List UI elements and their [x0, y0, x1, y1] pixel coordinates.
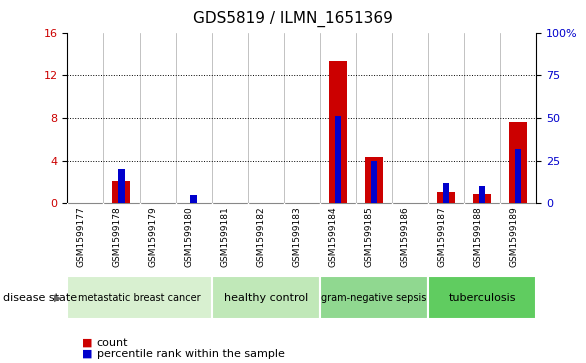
Text: GSM1599187: GSM1599187	[437, 206, 446, 267]
Text: GDS5819 / ILMN_1651369: GDS5819 / ILMN_1651369	[193, 11, 393, 27]
Bar	[473, 194, 491, 203]
Text: GSM1599188: GSM1599188	[473, 206, 482, 267]
Text: GSM1599189: GSM1599189	[509, 206, 518, 267]
Bar	[365, 158, 383, 203]
Bar	[118, 169, 125, 203]
Text: GSM1599183: GSM1599183	[293, 206, 302, 267]
Bar	[371, 160, 377, 203]
Text: GSM1599186: GSM1599186	[401, 206, 410, 267]
Bar	[437, 192, 455, 203]
Text: GSM1599180: GSM1599180	[185, 206, 193, 267]
Bar	[428, 276, 536, 319]
Text: metastatic breast cancer: metastatic breast cancer	[78, 293, 201, 303]
Text: disease state: disease state	[3, 293, 77, 303]
Text: GSM1599181: GSM1599181	[221, 206, 230, 267]
Bar	[443, 183, 449, 203]
Text: GSM1599179: GSM1599179	[148, 206, 158, 267]
Bar	[479, 186, 485, 203]
Text: GSM1599178: GSM1599178	[113, 206, 121, 267]
Bar	[67, 276, 212, 319]
Text: percentile rank within the sample: percentile rank within the sample	[97, 349, 285, 359]
Text: GSM1599184: GSM1599184	[329, 206, 338, 267]
Text: GSM1599182: GSM1599182	[257, 206, 265, 267]
Bar	[509, 122, 527, 203]
Text: ▶: ▶	[54, 293, 62, 303]
Bar	[320, 276, 428, 319]
Text: ■: ■	[82, 349, 93, 359]
Text: count: count	[97, 338, 128, 348]
Bar	[335, 116, 341, 203]
Text: gram-negative sepsis: gram-negative sepsis	[321, 293, 427, 303]
Bar	[212, 276, 320, 319]
Text: GSM1599185: GSM1599185	[365, 206, 374, 267]
Bar	[329, 61, 347, 203]
Text: tuberculosis: tuberculosis	[448, 293, 516, 303]
Bar	[190, 195, 197, 203]
Text: ■: ■	[82, 338, 93, 348]
Text: healthy control: healthy control	[224, 293, 308, 303]
Bar	[113, 181, 131, 203]
Bar	[515, 149, 522, 203]
Text: GSM1599177: GSM1599177	[76, 206, 86, 267]
